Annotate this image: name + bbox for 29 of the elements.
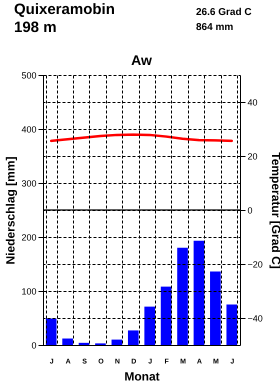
y-tick-label: 0 [31, 340, 36, 350]
y-tick-label: 500 [21, 70, 36, 80]
line-series [50, 133, 234, 142]
y2-tick-label: 0 [248, 206, 253, 216]
y-tick-label: 400 [21, 124, 36, 134]
bar [62, 338, 73, 345]
x-axis-title: Monat [124, 370, 160, 384]
bar [144, 306, 156, 345]
bar [160, 286, 172, 345]
y2-tick-label: −40 [248, 314, 263, 324]
chart-subtitle: 198 m [14, 19, 57, 36]
bar [128, 330, 139, 345]
y2-tick-label: −20 [248, 260, 263, 270]
y2-tick-label: 40 [248, 98, 258, 108]
y-axis-title: Niederschlag [mm] [3, 156, 18, 265]
text: 26.6 Grad C [196, 6, 252, 20]
bar [210, 272, 221, 345]
text: 864 mm [196, 21, 234, 35]
bar [112, 340, 122, 345]
y2-tick-label: 20 [248, 152, 258, 162]
y-tick-label: 200 [21, 232, 36, 242]
bar [46, 318, 57, 345]
y-tick-label: 300 [21, 178, 36, 188]
bar [194, 240, 204, 345]
chart-title: Quixeramobin [14, 1, 115, 18]
text: Aw [130, 52, 153, 68]
bar [226, 304, 238, 345]
y-tick-label: 100 [21, 286, 36, 296]
bar [177, 248, 188, 345]
